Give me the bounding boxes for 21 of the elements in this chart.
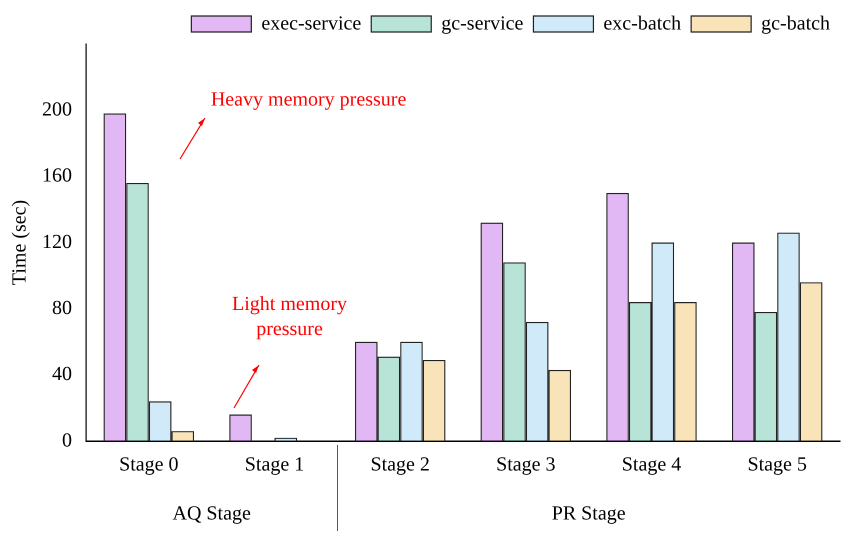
legend-label: gc-batch <box>761 12 830 34</box>
annotation: Light memory pressure <box>232 292 347 340</box>
y-tick-label: 200 <box>42 98 72 120</box>
annotation: Heavy memory pressure <box>210 88 406 110</box>
x-tick-label: Stage 4 <box>622 453 682 476</box>
y-tick-label: 80 <box>52 296 72 319</box>
text: PR Stage <box>552 502 626 524</box>
x-tick-label: Stage 3 <box>496 453 556 476</box>
legend-label: gc-service <box>441 12 524 34</box>
y-axis-title: Time (sec) <box>8 200 30 286</box>
legend-label: exc-batch <box>603 12 682 34</box>
y-tick-label: 120 <box>42 230 72 253</box>
x-tick-label: Stage 5 <box>747 453 807 476</box>
text: AQ Stage <box>172 502 251 524</box>
y-tick-label: 40 <box>52 363 72 386</box>
y-tick-label: 0 <box>62 429 72 452</box>
y-tick-label: 160 <box>42 164 72 187</box>
x-tick-label: Stage 2 <box>370 453 430 476</box>
x-tick-label: Stage 0 <box>119 453 179 476</box>
legend-label: exec-service <box>261 12 362 34</box>
x-tick-label: Stage 1 <box>244 453 304 476</box>
